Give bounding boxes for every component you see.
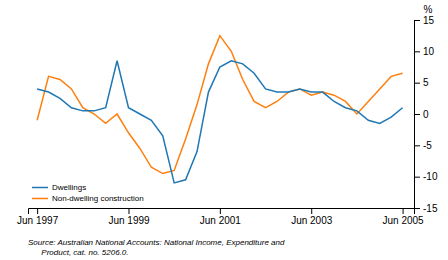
y-tick-mark	[414, 51, 420, 52]
plot: Jun 1997 Jun 1999 Jun 2001 Jun 2003 Jun 2005…	[17, 15, 438, 226]
x-tick-label: Jun 2001	[200, 215, 242, 226]
y-tick-label: 5	[423, 77, 429, 88]
x-tick: Jun 1999	[108, 208, 150, 226]
x-tick-label: Jun 1999	[108, 215, 150, 226]
x-tick: Jun 2005	[383, 208, 425, 226]
legend-swatch	[32, 187, 48, 189]
y-axis-line	[415, 21, 421, 209]
x-tick-mark	[403, 208, 404, 214]
legend-swatch	[32, 198, 48, 200]
series-group	[37, 36, 402, 183]
y-axis-label: %	[424, 4, 433, 15]
legend: Dwellings Non-dwelling construction	[32, 183, 144, 203]
y-axis: -15 -10 -5 0 5 10 15	[414, 15, 438, 214]
x-tick: Jun 2003	[291, 208, 333, 226]
x-tick-mark	[128, 208, 129, 214]
y-tick: -5	[414, 140, 432, 151]
y-tick: 0	[414, 109, 429, 120]
y-tick-label: -15	[423, 203, 438, 214]
x-tick: Jun 2001	[200, 208, 242, 226]
legend-item: Dwellings	[32, 183, 86, 192]
x-tick-label: Jun 2003	[291, 215, 333, 226]
y-tick-mark	[414, 20, 420, 21]
x-axis: Jun 1997 Jun 1999 Jun 2001 Jun 2003 Jun 2005	[17, 208, 424, 226]
y-tick-label: -10	[423, 171, 438, 182]
y-tick-mark	[414, 83, 420, 84]
series-line	[37, 61, 402, 183]
y-tick: 5	[414, 77, 429, 88]
series-line	[37, 36, 402, 174]
x-tick-label: Jun 2005	[383, 215, 425, 226]
x-tick-mark	[37, 208, 38, 214]
y-tick: -15	[414, 203, 438, 214]
legend-label: Non-dwelling construction	[52, 194, 144, 203]
chart: Jun 1997 Jun 1999 Jun 2001 Jun 2003 Jun 2005…	[0, 0, 448, 260]
y-tick-label: 10	[423, 46, 435, 57]
y-tick-mark	[414, 208, 420, 209]
y-tick: 10	[414, 46, 435, 57]
legend-label: Dwellings	[52, 183, 86, 192]
y-tick-mark	[414, 145, 420, 146]
annotation: Source: Australian National Accounts: Na…	[28, 238, 285, 247]
x-tick-mark	[311, 208, 312, 214]
y-tick: -10	[414, 171, 438, 182]
x-tick-label: Jun 1997	[17, 215, 59, 226]
y-tick-label: 15	[423, 15, 435, 26]
annotation: Product, cat. no. 5206.0.	[28, 248, 129, 257]
x-tick: Jun 1997	[17, 208, 59, 226]
x-tick-mark	[220, 208, 221, 214]
y-tick-mark	[414, 114, 420, 115]
x-axis-line	[29, 209, 415, 215]
y-tick-label: -5	[423, 140, 432, 151]
y-tick-mark	[414, 177, 420, 178]
y-tick: 15	[414, 15, 435, 26]
y-tick-label: 0	[423, 109, 429, 120]
legend-item: Non-dwelling construction	[32, 194, 144, 203]
